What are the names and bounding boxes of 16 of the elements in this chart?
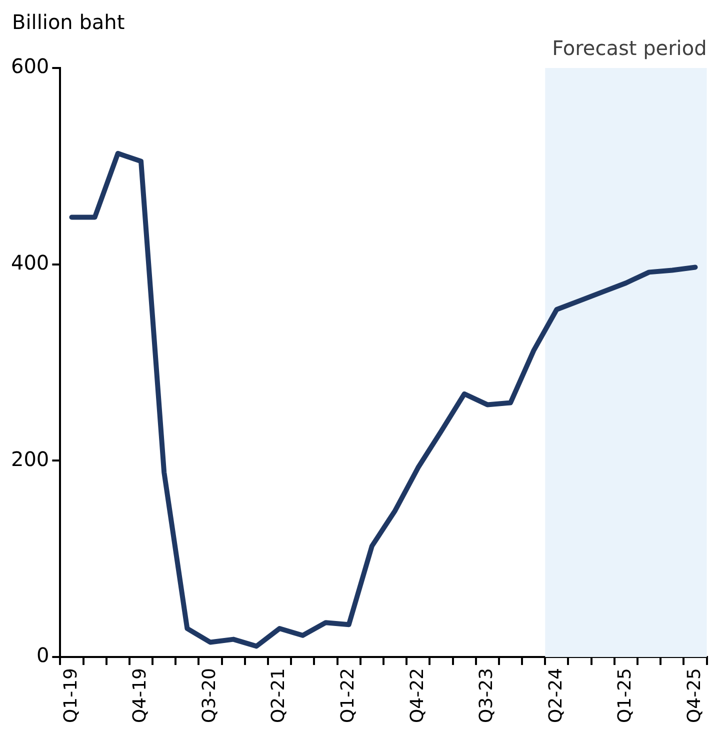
y-tick-label: 200 <box>10 446 50 471</box>
x-tick-label: Q1-25 <box>614 668 636 724</box>
y-axis-title: Billion baht <box>12 10 125 34</box>
x-tick-label: Q4-22 <box>406 668 428 724</box>
y-tick-label: 0 <box>36 643 50 668</box>
x-tick-label: Q2-24 <box>545 668 566 724</box>
x-tick-label: Q1-22 <box>338 668 359 724</box>
band-label: Forecast period <box>552 36 707 60</box>
x-tick-label: Q3-20 <box>198 668 220 724</box>
x-tick-label: Q3-23 <box>476 668 498 724</box>
x-tick-label: Q4-25 <box>684 668 705 724</box>
y-tick-label: 400 <box>10 250 50 275</box>
x-tick-label: Q1-19 <box>60 668 82 724</box>
y-tick-label: 600 <box>10 54 50 78</box>
x-tick-label: Q4-19 <box>130 668 151 724</box>
x-tick-label: Q2-21 <box>268 668 290 724</box>
